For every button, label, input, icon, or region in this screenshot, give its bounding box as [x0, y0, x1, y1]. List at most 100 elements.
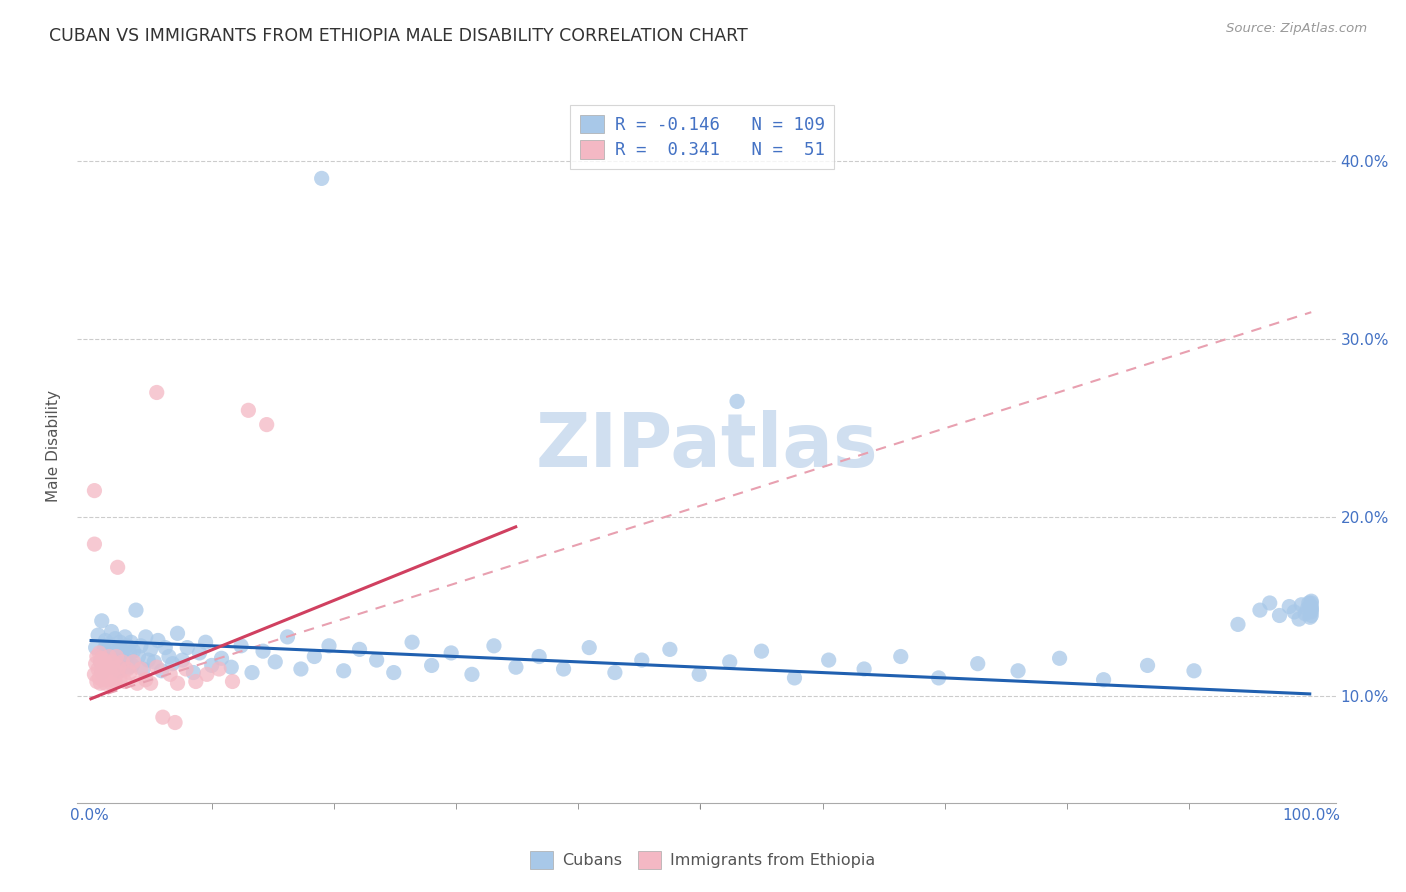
Point: [114, 674, 136, 689]
Point: [111, 644, 134, 658]
Point: [1301, 594, 1323, 608]
Point: [84, 640, 107, 655]
Point: [174, 662, 197, 676]
Point: [211, 651, 233, 665]
Point: [127, 676, 149, 690]
Point: [103, 646, 125, 660]
Point: [890, 649, 912, 664]
Point: [90, 676, 112, 690]
Point: [91, 673, 114, 687]
Point: [108, 664, 131, 678]
Legend: R = -0.146   N = 109, R =  0.341   N =  51: R = -0.146 N = 109, R = 0.341 N = 51: [571, 105, 834, 169]
Point: [105, 655, 128, 669]
Y-axis label: Male Disability: Male Disability: [46, 390, 62, 502]
Point: [928, 671, 950, 685]
Point: [304, 649, 326, 664]
Point: [93, 642, 115, 657]
Point: [1291, 598, 1313, 612]
Point: [264, 655, 287, 669]
Point: [117, 662, 139, 676]
Point: [1268, 608, 1291, 623]
Point: [219, 660, 242, 674]
Legend: Cubans, Immigrants from Ethiopia: Cubans, Immigrants from Ethiopia: [524, 845, 882, 875]
Point: [229, 639, 252, 653]
Point: [104, 674, 127, 689]
Point: [1049, 651, 1071, 665]
Point: [150, 664, 173, 678]
Text: ZIPatlas: ZIPatlas: [536, 409, 877, 483]
Point: [1298, 596, 1320, 610]
Point: [240, 665, 263, 680]
Point: [166, 626, 188, 640]
Point: [817, 653, 839, 667]
Point: [135, 673, 157, 687]
Point: [1249, 603, 1271, 617]
Point: [139, 676, 162, 690]
Point: [332, 664, 354, 678]
Point: [482, 639, 505, 653]
Point: [166, 676, 188, 690]
Point: [91, 660, 114, 674]
Point: [103, 662, 125, 676]
Point: [366, 653, 388, 667]
Point: [132, 662, 155, 676]
Point: [100, 676, 122, 690]
Point: [98, 673, 121, 687]
Point: [1092, 673, 1115, 687]
Point: [101, 655, 124, 669]
Point: [725, 394, 748, 409]
Point: [1282, 605, 1305, 619]
Point: [318, 639, 340, 653]
Point: [111, 655, 134, 669]
Point: [420, 658, 443, 673]
Point: [505, 660, 527, 674]
Point: [94, 676, 117, 690]
Point: [238, 403, 260, 417]
Point: [1288, 612, 1310, 626]
Point: [125, 603, 148, 617]
Point: [114, 630, 136, 644]
Point: [311, 171, 333, 186]
Point: [159, 667, 181, 681]
Point: [90, 665, 112, 680]
Point: [83, 667, 105, 681]
Point: [98, 649, 121, 664]
Point: [143, 655, 166, 669]
Point: [1301, 608, 1323, 623]
Point: [966, 657, 988, 671]
Point: [578, 640, 600, 655]
Point: [553, 662, 575, 676]
Point: [155, 640, 177, 655]
Point: [90, 614, 112, 628]
Point: [108, 635, 131, 649]
Point: [461, 667, 484, 681]
Point: [188, 646, 211, 660]
Point: [98, 637, 121, 651]
Point: [157, 649, 180, 664]
Point: [658, 642, 681, 657]
Point: [107, 640, 129, 655]
Point: [110, 649, 132, 664]
Point: [100, 651, 122, 665]
Point: [90, 664, 112, 678]
Point: [98, 665, 121, 680]
Point: [194, 635, 217, 649]
Point: [83, 537, 105, 551]
Point: [1294, 607, 1316, 621]
Point: [122, 655, 145, 669]
Point: [90, 651, 112, 665]
Point: [94, 633, 117, 648]
Point: [86, 649, 108, 664]
Point: [112, 657, 135, 671]
Point: [290, 662, 312, 676]
Point: [440, 646, 463, 660]
Point: [145, 385, 167, 400]
Point: [1136, 658, 1159, 673]
Point: [115, 653, 138, 667]
Point: [201, 658, 224, 673]
Point: [1299, 610, 1322, 624]
Point: [252, 644, 274, 658]
Point: [93, 653, 115, 667]
Point: [118, 665, 141, 680]
Point: [136, 653, 159, 667]
